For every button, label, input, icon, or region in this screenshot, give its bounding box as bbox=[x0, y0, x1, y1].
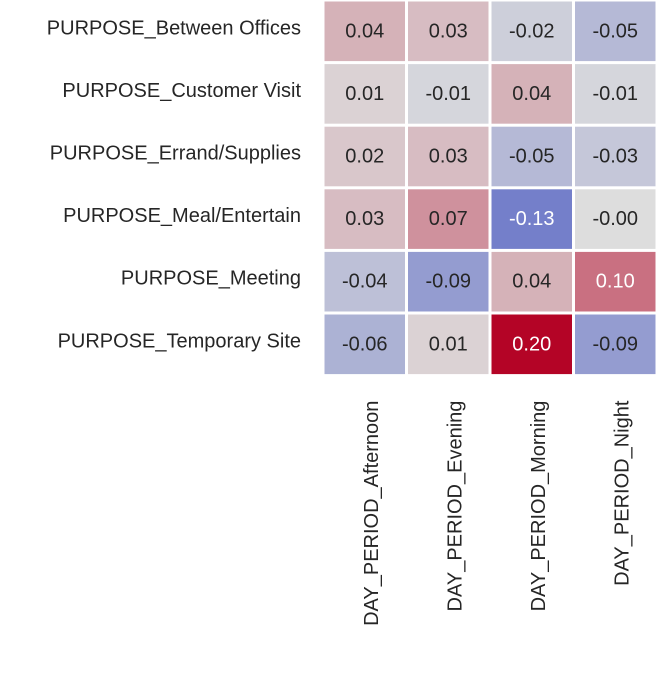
heatmap-cell bbox=[324, 1, 405, 62]
cell-value-label: -0.05 bbox=[509, 146, 555, 168]
heatmap-cells bbox=[324, 1, 656, 375]
cell-value-label: 0.03 bbox=[429, 146, 468, 168]
cell-value-label: -0.04 bbox=[342, 271, 388, 293]
heatmap-cell bbox=[408, 189, 489, 249]
heatmap-cell bbox=[491, 314, 572, 375]
cell-value-label: 0.04 bbox=[512, 83, 551, 105]
y-tick-label: PURPOSE_Temporary Site bbox=[58, 330, 301, 352]
y-tick-label: PURPOSE_Meeting bbox=[121, 268, 301, 290]
heatmap-cell bbox=[491, 1, 572, 62]
cell-value-label: -0.03 bbox=[592, 146, 638, 168]
heatmap-cell bbox=[575, 1, 656, 62]
x-tick-labels: DAY_PERIOD_Afternoon DAY_PERIOD_Evening DA… bbox=[361, 400, 634, 626]
heatmap-cell bbox=[408, 251, 489, 312]
heatmap-cell bbox=[575, 251, 656, 312]
cell-value-label: -0.09 bbox=[425, 271, 471, 293]
cell-value-label: 0.01 bbox=[345, 83, 384, 105]
cell-value-label: -0.01 bbox=[592, 83, 638, 105]
heatmap-cell bbox=[575, 314, 656, 375]
cell-value-label: 0.07 bbox=[429, 208, 468, 230]
y-tick-labels: PURPOSE_Between Offices PURPOSE_Customer … bbox=[47, 17, 302, 352]
heatmap-cell bbox=[491, 251, 572, 312]
y-tick-label: PURPOSE_Meal/Entertain bbox=[63, 205, 301, 227]
x-tick-label: DAY_PERIOD_Morning bbox=[528, 401, 550, 612]
heatmap-cell bbox=[324, 189, 405, 249]
cell-value-label: 0.02 bbox=[345, 146, 384, 168]
heatmap-cell bbox=[324, 126, 405, 187]
cell-value-label: -0.06 bbox=[342, 333, 388, 355]
cell-value-label: 0.04 bbox=[345, 20, 384, 42]
cell-value-label: -0.00 bbox=[592, 208, 638, 230]
cell-value-label: -0.05 bbox=[592, 20, 638, 42]
cell-value-label: -0.02 bbox=[509, 20, 555, 42]
y-tick-label: PURPOSE_Between Offices bbox=[47, 17, 301, 39]
cell-value-label: 0.03 bbox=[345, 208, 384, 230]
cell-value-label: -0.01 bbox=[425, 83, 471, 105]
heatmap-cell bbox=[324, 64, 405, 124]
heatmap-cell bbox=[324, 314, 405, 375]
cell-value-label: 0.01 bbox=[429, 333, 468, 355]
cell-value-label: 0.10 bbox=[596, 271, 635, 293]
x-tick-label: DAY_PERIOD_Evening bbox=[444, 401, 466, 612]
heatmap-cell bbox=[408, 1, 489, 62]
y-tick-label: PURPOSE_Errand/Supplies bbox=[50, 143, 301, 165]
x-tick-label: DAY_PERIOD_Night bbox=[611, 400, 633, 586]
cell-value-label: 0.03 bbox=[429, 20, 468, 42]
heatmap-cell bbox=[491, 64, 572, 124]
heatmap-cell bbox=[491, 126, 572, 187]
cell-value-label: 0.20 bbox=[512, 333, 551, 355]
heatmap-cell bbox=[324, 251, 405, 312]
cell-value-label: -0.09 bbox=[592, 333, 638, 355]
y-tick-label: PURPOSE_Customer Visit bbox=[62, 80, 301, 102]
heatmap-cell bbox=[575, 126, 656, 187]
cell-value-label: -0.13 bbox=[509, 208, 555, 230]
cell-value-label: 0.04 bbox=[512, 271, 551, 293]
heatmap-cell bbox=[575, 64, 656, 124]
x-tick-label: DAY_PERIOD_Afternoon bbox=[361, 401, 383, 626]
heatmap-cell bbox=[408, 64, 489, 124]
heatmap-cell bbox=[408, 126, 489, 187]
heatmap-cell bbox=[408, 314, 489, 375]
heatmap-cell bbox=[491, 189, 572, 249]
heatmap-cell-labels: 0.04 0.03 -0.02 -0.05 0.01 -0.01 0.04 -0.01 0.02… bbox=[342, 20, 638, 355]
heatmap-cell bbox=[575, 189, 656, 249]
